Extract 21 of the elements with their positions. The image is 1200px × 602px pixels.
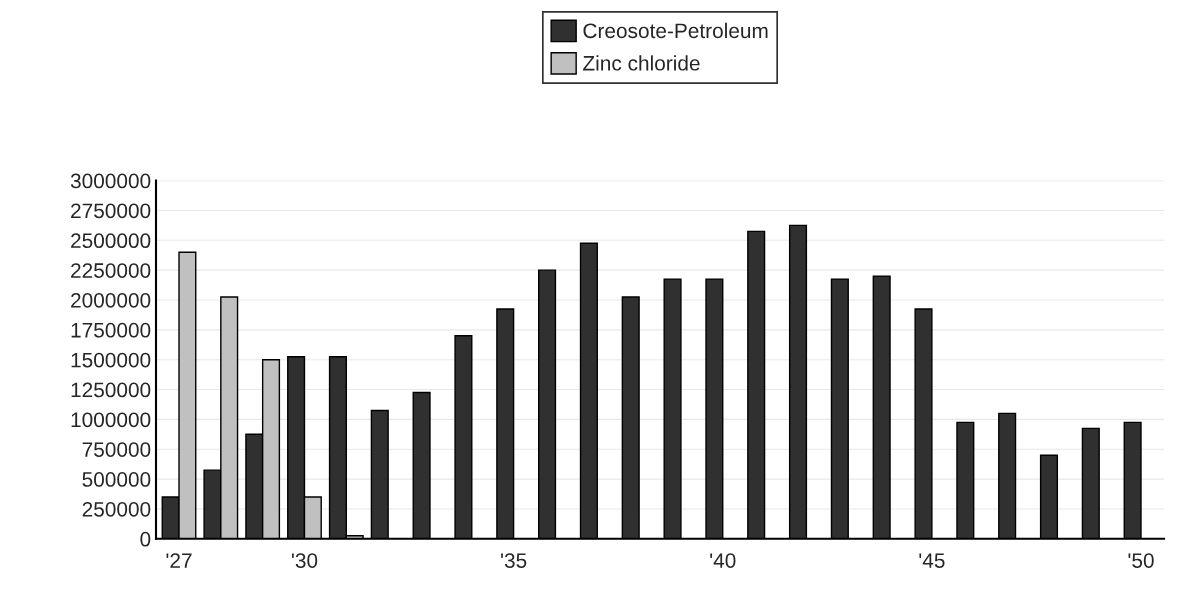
y-tick-label: 1000000 — [71, 412, 151, 428]
legend-label: Zinc chloride — [583, 55, 700, 71]
y-tick-label: 2000000 — [71, 293, 151, 308]
x-tick-label: '30 — [291, 553, 318, 568]
x-tick-label: '45 — [919, 553, 945, 568]
legend-label: Creosote-Petroleum — [583, 22, 768, 39]
y-tick-label: 2500000 — [71, 233, 151, 249]
y-tick-label: 0 — [140, 531, 151, 547]
y-tick-label: 1500000 — [71, 352, 151, 368]
y-tick-label: 3000000 — [70, 173, 151, 189]
x-tick-label: '35 — [501, 553, 527, 568]
y-tick-label: 1250000 — [71, 382, 151, 398]
x-tick-label: '40 — [710, 553, 736, 568]
y-tick-label: 750000 — [82, 442, 151, 457]
x-tick-label: '50 — [1128, 553, 1154, 568]
x-tick-label: '27 — [166, 553, 192, 568]
y-tick-label: 500000 — [82, 472, 151, 487]
y-tick-label: 250000 — [82, 501, 151, 517]
y-tick-label: 1750000 — [71, 322, 151, 338]
y-tick-label: 2250000 — [71, 263, 151, 278]
y-tick-label: 2750000 — [71, 203, 151, 219]
